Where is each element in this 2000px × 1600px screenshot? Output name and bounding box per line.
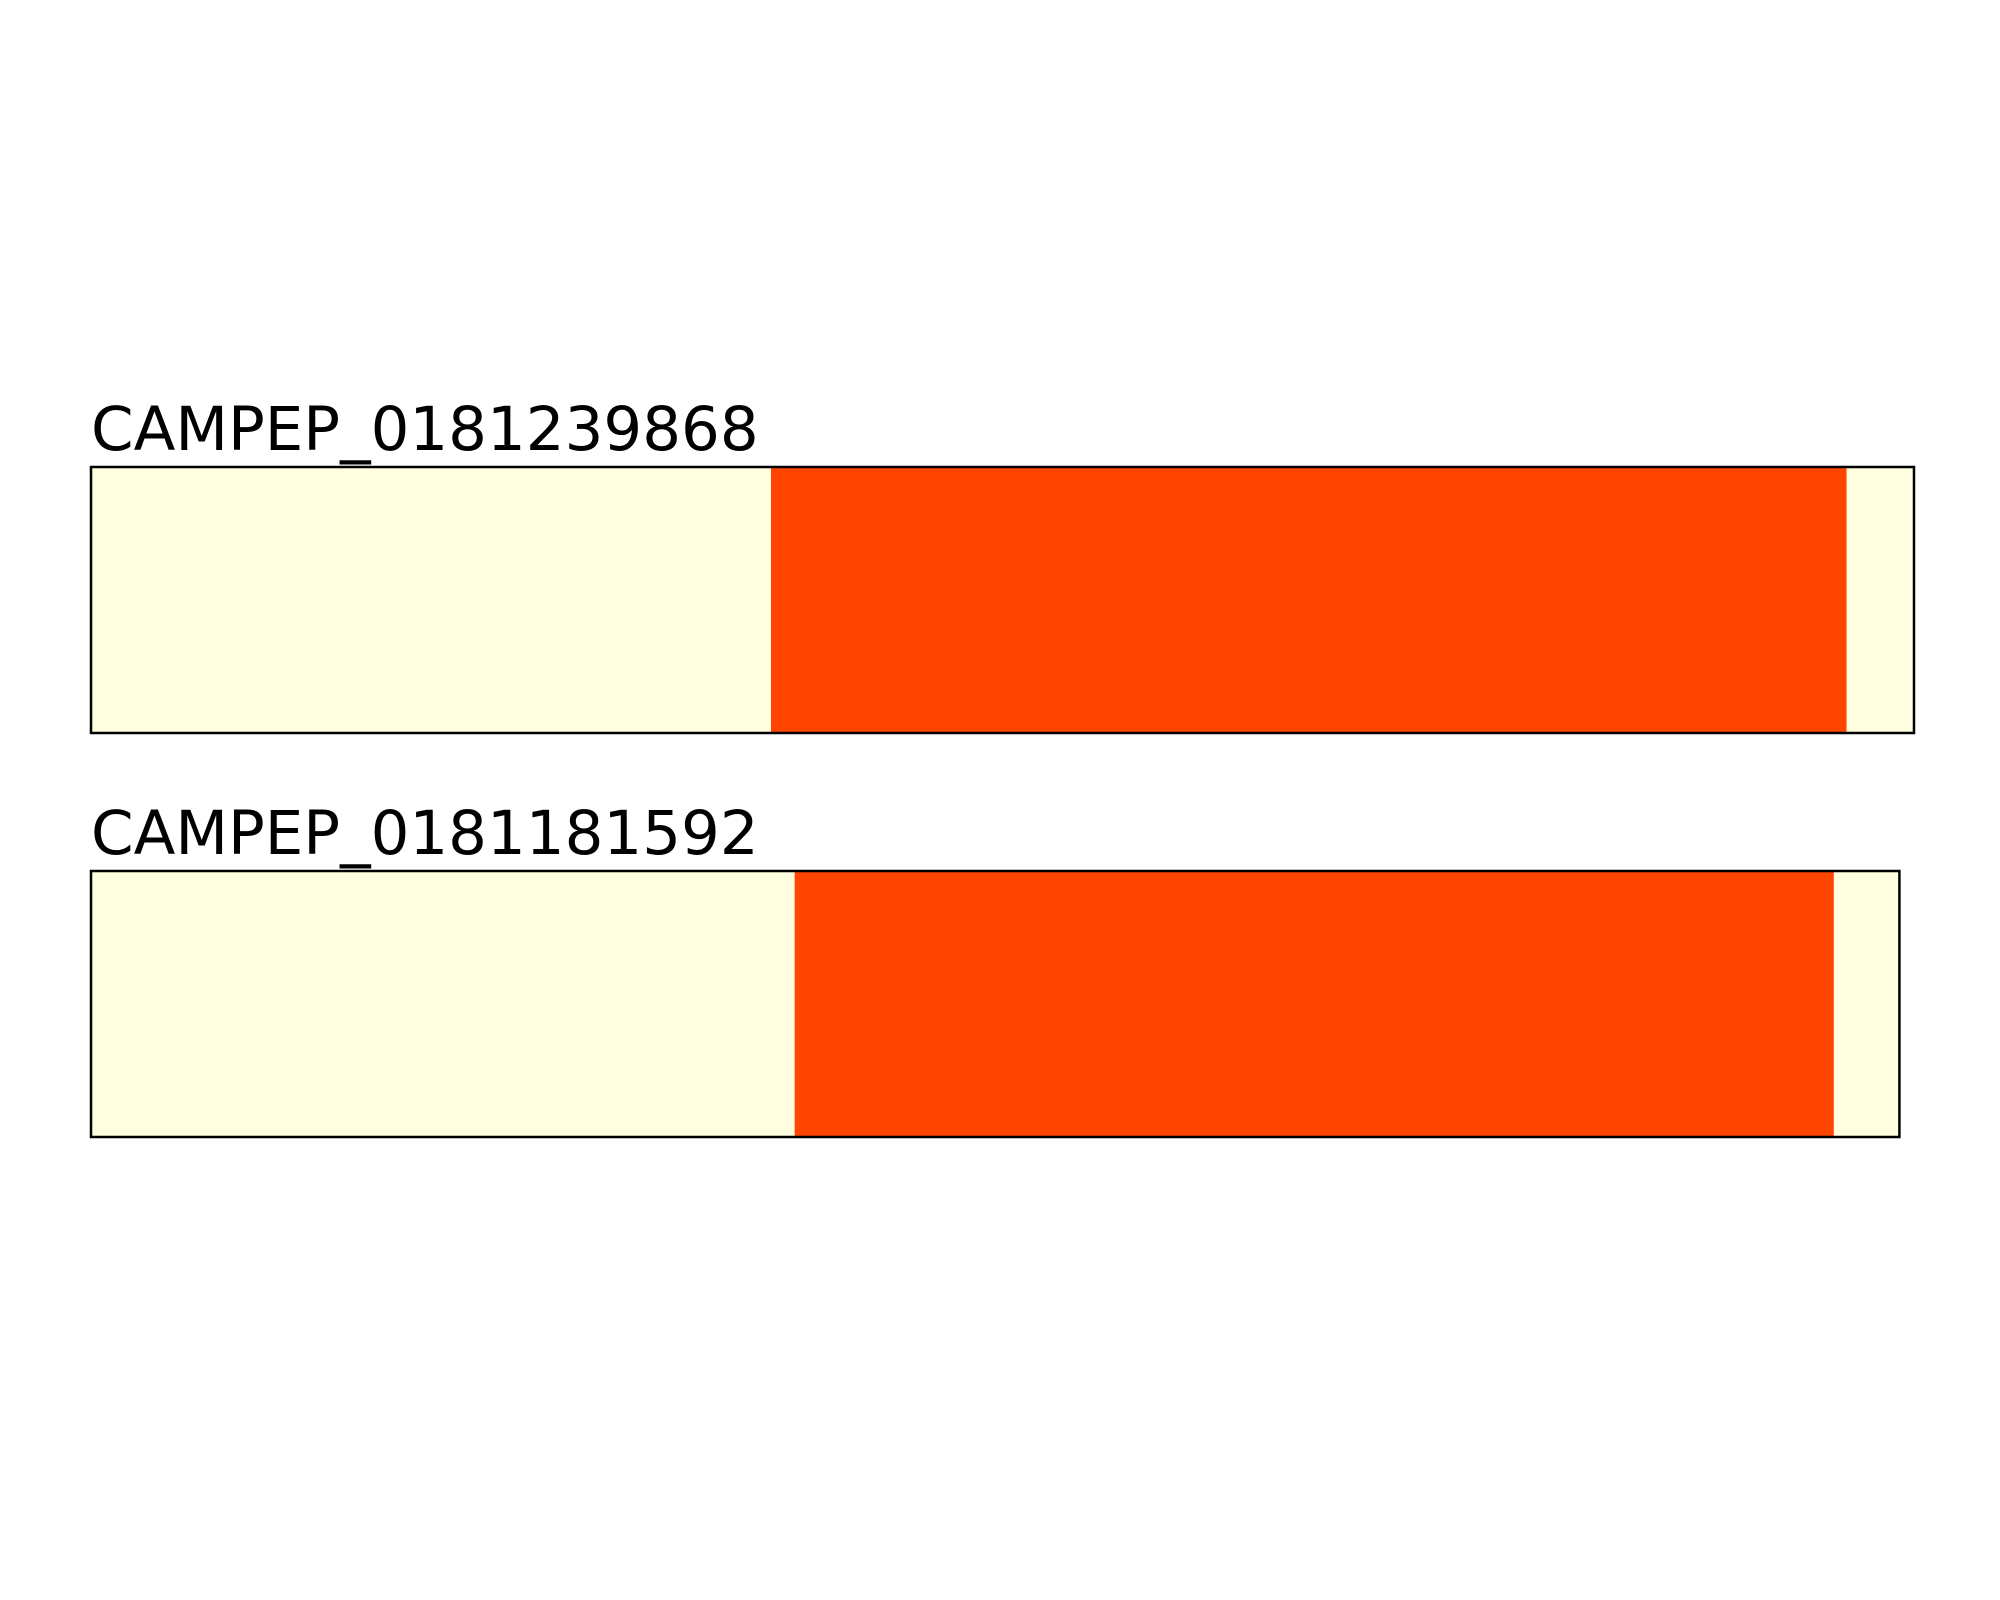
track-2-segment-3 <box>1833 871 1900 1137</box>
track-1-segment-1 <box>91 467 772 733</box>
track-2-segment-2 <box>794 871 1835 1137</box>
track-2-frame <box>89 869 1901 1139</box>
track-1-frame <box>89 465 1916 735</box>
track-title-1: CAMPEP_0181239868 <box>91 394 759 465</box>
track-1-segment-2 <box>770 467 1848 733</box>
track-title-2: CAMPEP_0181181592 <box>91 798 759 869</box>
track-1-segment-3 <box>1846 467 1915 733</box>
track-2-segment-1 <box>91 871 796 1137</box>
